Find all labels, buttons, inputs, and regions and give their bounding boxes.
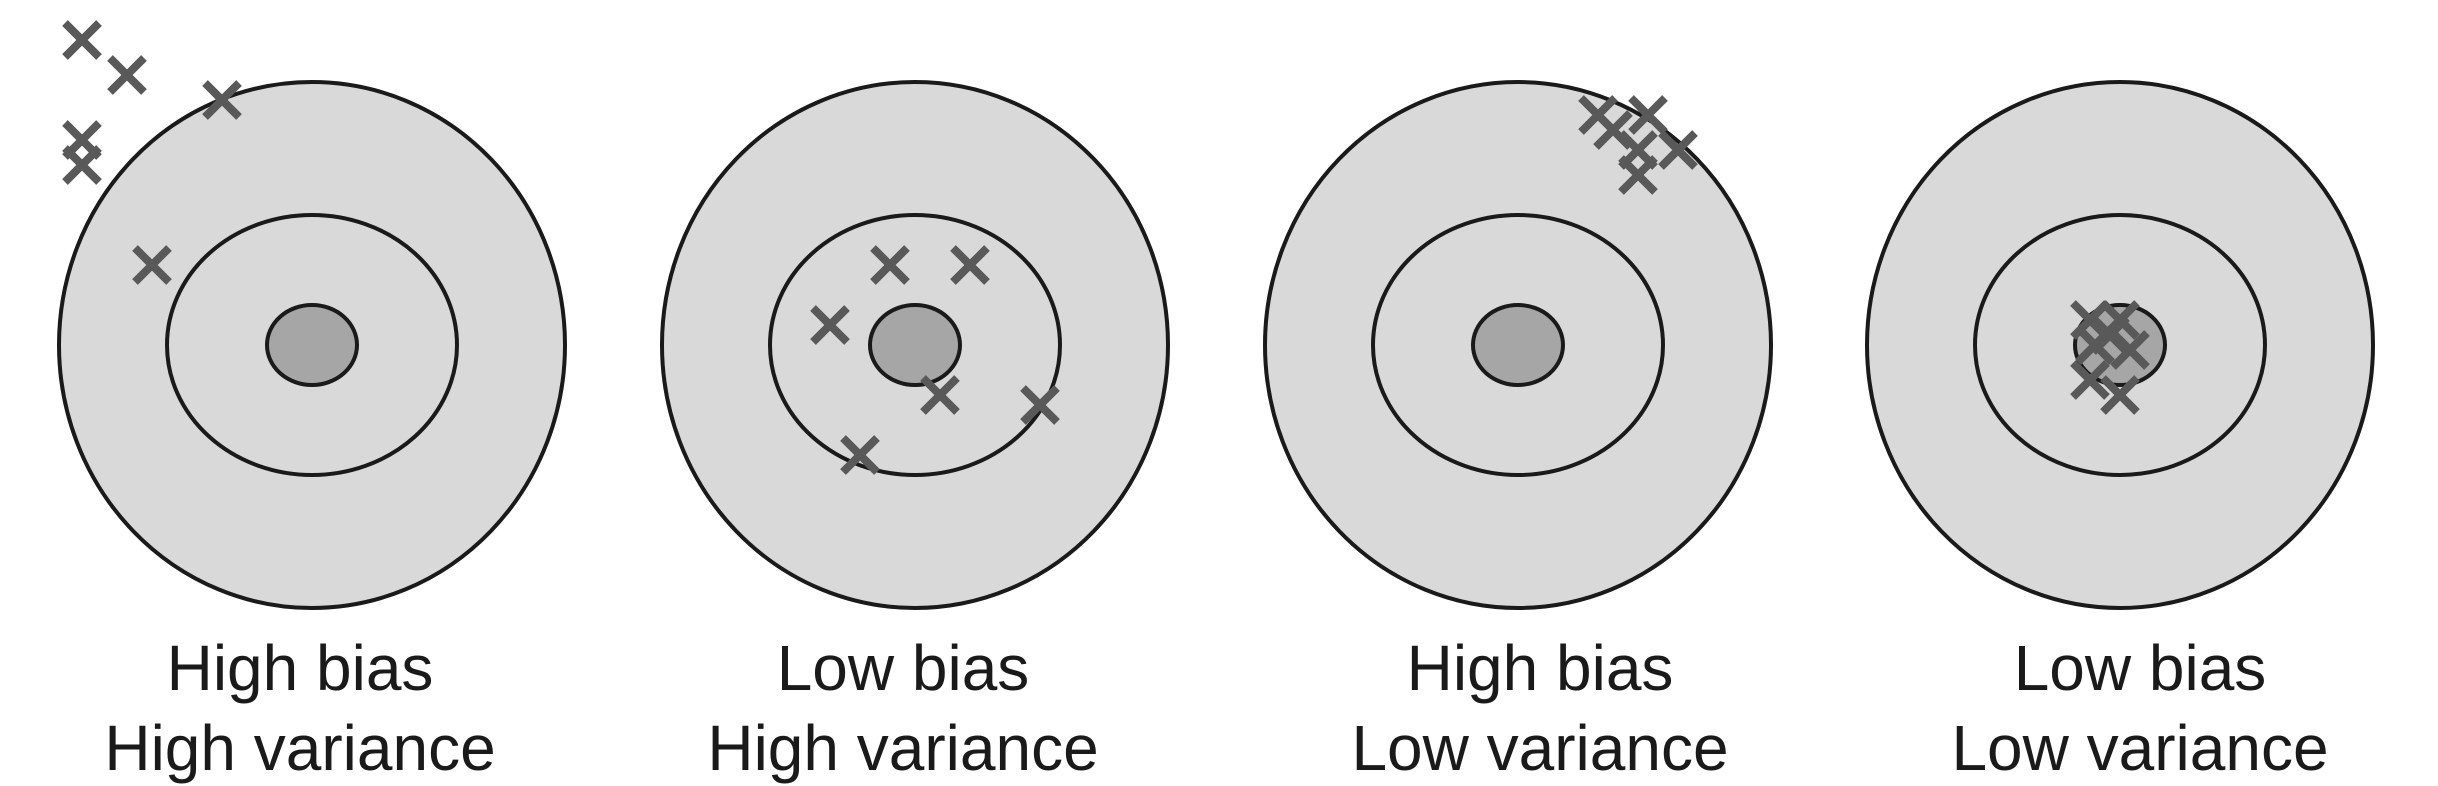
hit-mark	[2100, 375, 2140, 415]
target-panel-low-bias-high-variance	[660, 80, 1170, 610]
hit-mark	[870, 245, 910, 285]
hit-mark	[920, 375, 960, 415]
bullseye	[1471, 303, 1565, 387]
panel-variance-label: Low variance	[1351, 712, 1728, 784]
hit-mark	[2070, 360, 2110, 400]
hit-mark	[202, 80, 242, 120]
hit-marks	[2070, 300, 2150, 415]
hit-mark	[1658, 130, 1698, 170]
hit-mark	[840, 435, 880, 475]
panel-bias-label: High bias	[1407, 632, 1674, 704]
bullseye	[265, 303, 359, 387]
target-panel-high-bias-low-variance	[1263, 80, 1773, 610]
panel-bias-label: Low bias	[777, 632, 1030, 704]
panel-variance-label: High variance	[104, 712, 495, 784]
bullseye	[868, 303, 962, 387]
hit-marks	[1578, 95, 1698, 195]
hit-mark	[1628, 95, 1668, 135]
target-panel-high-bias-high-variance	[57, 20, 567, 610]
hit-mark	[1618, 155, 1658, 195]
panel-variance-label: High variance	[707, 712, 1098, 784]
panel-bias-label: Low bias	[2014, 632, 2267, 704]
target-panel-low-bias-low-variance	[1865, 80, 2375, 610]
hit-mark	[2090, 315, 2130, 355]
hit-mark	[62, 120, 102, 160]
hit-mark	[1020, 385, 1060, 425]
panel-variance-label: Low variance	[1951, 712, 2328, 784]
panel-bias-label: High bias	[167, 632, 434, 704]
hit-marks	[62, 20, 242, 285]
hit-mark	[132, 245, 172, 285]
hit-mark	[950, 245, 990, 285]
hit-mark	[62, 20, 102, 60]
hit-mark	[107, 55, 147, 95]
hit-mark	[810, 305, 850, 345]
hit-marks	[810, 245, 1060, 475]
